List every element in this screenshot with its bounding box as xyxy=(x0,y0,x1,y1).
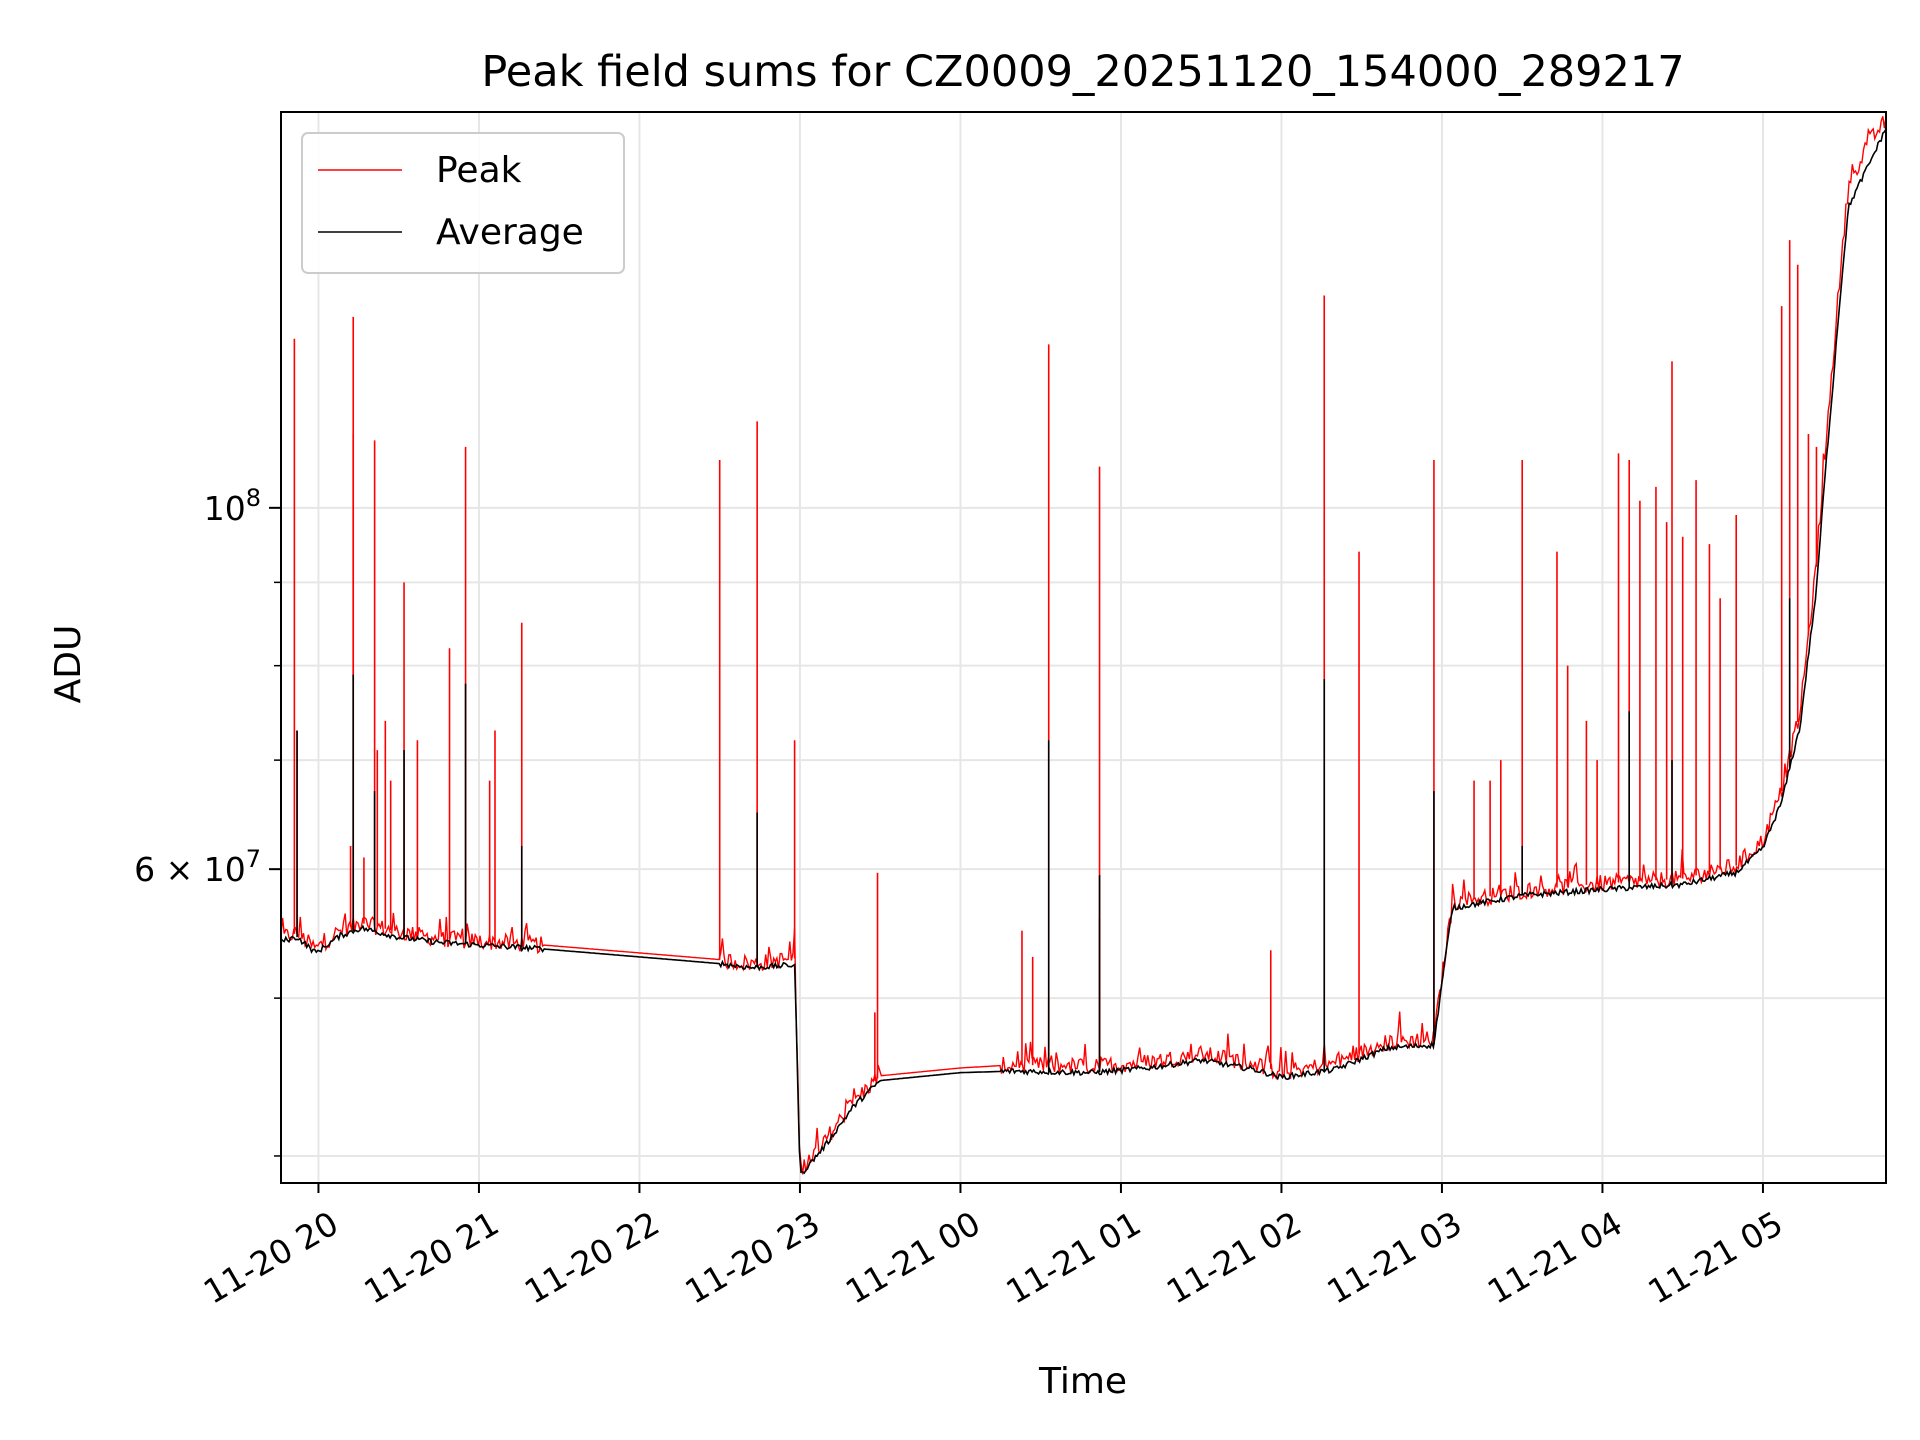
legend-label-average: Average xyxy=(436,212,584,253)
legend: Peak Average xyxy=(301,132,625,274)
x-axis-label: Time xyxy=(1038,1361,1127,1402)
y-tick-label: 108 xyxy=(204,484,261,528)
series-average xyxy=(281,128,1886,1175)
y-tick-label: 6 × 107 xyxy=(134,845,261,889)
series-line xyxy=(281,128,1886,1175)
y-axis-label: ADU xyxy=(48,625,89,704)
plot-frame xyxy=(280,111,1887,1184)
legend-box xyxy=(301,132,625,274)
legend-label-peak: Peak xyxy=(436,150,522,191)
y-axis: 108 6 × 107 xyxy=(134,484,281,1157)
series-layer xyxy=(281,116,1886,1175)
chart-title: Peak field sums for CZ0009_20251120_1540… xyxy=(481,47,1684,97)
